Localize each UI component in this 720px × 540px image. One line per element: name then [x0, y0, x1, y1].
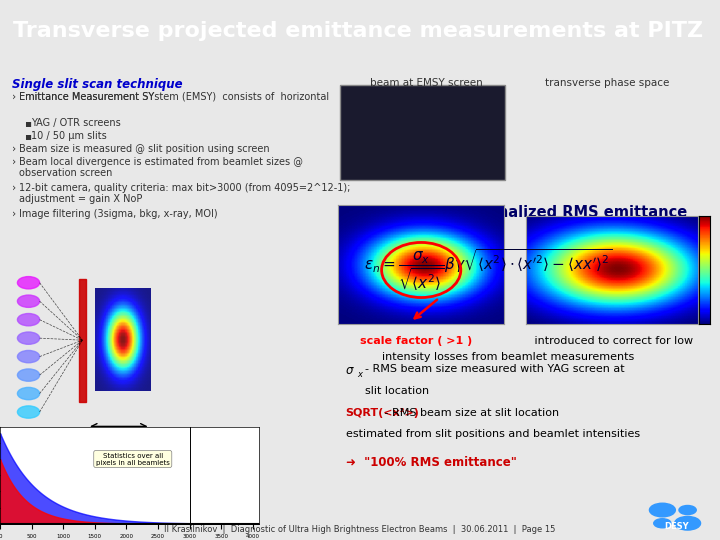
Ellipse shape: [17, 295, 40, 307]
Text: - RMS beam size measured with YAG screen at: - RMS beam size measured with YAG screen…: [365, 364, 625, 375]
Bar: [340, 85, 505, 180]
Text: ›: ›: [12, 183, 16, 193]
Circle shape: [679, 505, 696, 515]
Text: Statistics over all
pixels in all beamlets: Statistics over all pixels in all beamle…: [96, 453, 170, 465]
Ellipse shape: [17, 387, 40, 400]
Text: ▪: ▪: [24, 131, 31, 141]
Text: x: x: [357, 370, 362, 379]
Ellipse shape: [17, 350, 40, 363]
Text: 12-bit camera, quality criteria: max bit>3000 (from 4095=2^12-1);
adjustment = g: 12-bit camera, quality criteria: max bit…: [19, 183, 351, 204]
Text: ▪: ▪: [24, 118, 31, 128]
Text: SQRT(<x²>): SQRT(<x²>): [346, 408, 420, 418]
Text: ➜  "100% RMS emittance": ➜ "100% RMS emittance": [346, 456, 516, 469]
Bar: [79, 279, 86, 402]
Text: Single slit scan technique: Single slit scan technique: [12, 78, 183, 91]
Text: ›: ›: [12, 209, 16, 219]
Text: beam at EMSY screen: beam at EMSY screen: [370, 78, 482, 87]
Circle shape: [654, 519, 671, 528]
Text: 10 / 50 μm slits: 10 / 50 μm slits: [31, 131, 107, 141]
Text: $\varepsilon_n = \dfrac{\sigma_x}{\sqrt{\langle x^2 \rangle}} \beta\gamma \sqrt{: $\varepsilon_n = \dfrac{\sigma_x}{\sqrt{…: [364, 247, 613, 293]
Ellipse shape: [17, 276, 40, 289]
Text: EMSY1 (z = 5.74 m): EMSY1 (z = 5.74 m): [91, 437, 157, 443]
Text: ›: ›: [12, 144, 16, 154]
Text: Emittance Measurement SYstem (EMSY)  consists of  horizontal: Emittance Measurement SYstem (EMSY) cons…: [19, 92, 329, 102]
Circle shape: [675, 516, 701, 530]
Ellipse shape: [17, 314, 40, 326]
Text: estimated from slit positions and beamlet intensities: estimated from slit positions and beamle…: [346, 429, 640, 440]
Text: introduced to correct for low: introduced to correct for low: [531, 336, 693, 347]
Text: transverse phase space: transverse phase space: [545, 78, 670, 87]
Ellipse shape: [17, 332, 40, 345]
Circle shape: [649, 503, 675, 517]
Text: ›: ›: [12, 92, 16, 102]
Text: - RMS beam size at slit location: - RMS beam size at slit location: [346, 408, 559, 418]
Text: σ: σ: [346, 364, 353, 377]
Ellipse shape: [17, 406, 40, 418]
Text: intensity losses from beamlet measurements: intensity losses from beamlet measuremen…: [382, 352, 634, 362]
Text: 2D scaled normalized RMS emittance: 2D scaled normalized RMS emittance: [380, 205, 688, 220]
Text: slit location: slit location: [365, 386, 430, 396]
Text: Transverse projected emittance measurements at PITZ: Transverse projected emittance measureme…: [13, 21, 703, 41]
Text: Image filtering (3sigma, bkg, x-ray, MOI): Image filtering (3sigma, bkg, x-ray, MOI…: [19, 209, 217, 219]
Text: 2.64 m: 2.64 m: [106, 433, 132, 442]
Text: Observation
screen: Observation screen: [7, 437, 50, 450]
Text: Emittance Measurement SY: Emittance Measurement SY: [19, 92, 154, 102]
Text: YAG / OTR screens: YAG / OTR screens: [31, 118, 121, 128]
Ellipse shape: [17, 369, 40, 381]
Text: Beam local divergence is estimated from beamlet sizes @
observation screen: Beam local divergence is estimated from …: [19, 157, 303, 178]
Text: II Krasilnikov  |  Diagnostic of Ultra High Brightness Electron Beams  |  30.06.: II Krasilnikov | Diagnostic of Ultra Hig…: [164, 525, 556, 534]
Text: DESY: DESY: [665, 522, 689, 531]
Text: scale factor ( >1 ): scale factor ( >1 ): [360, 336, 472, 347]
Text: Beam size is measured @ slit position using screen: Beam size is measured @ slit position us…: [19, 144, 269, 154]
Text: ›: ›: [12, 157, 16, 167]
